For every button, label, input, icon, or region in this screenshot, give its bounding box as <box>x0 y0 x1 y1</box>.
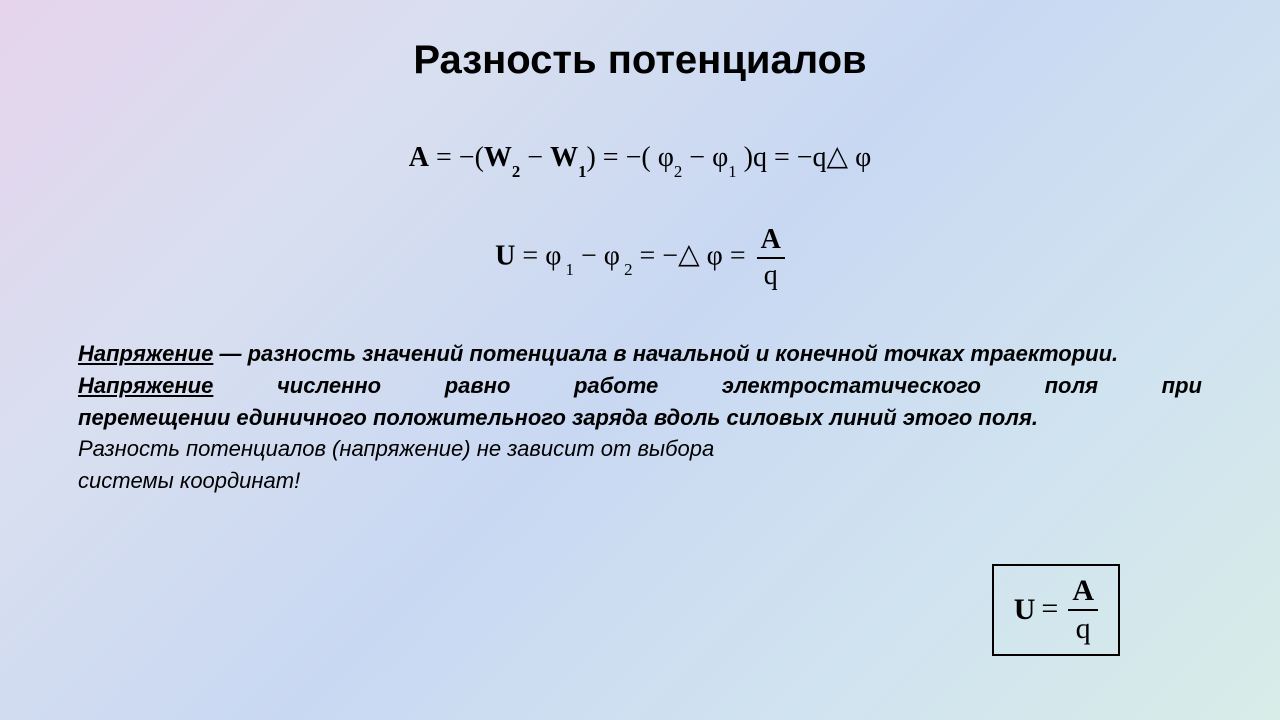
eq-sign: = <box>1041 592 1058 626</box>
f1-part: − <box>520 142 550 173</box>
p3-text1: Разность потенциалов (напряжение) не зав… <box>78 436 714 461</box>
frac-num: A <box>757 226 785 257</box>
f1-part: )q = −q <box>737 142 827 173</box>
delta-icon: △ <box>827 140 849 174</box>
f2-part: φ = <box>700 240 753 271</box>
sub-2: 2 <box>512 162 520 181</box>
page-title: Разность потенциалов <box>0 0 1280 83</box>
formula-voltage: U = φ 1 − φ 2 = −△ φ = A q <box>0 226 1280 290</box>
sym-W1: W <box>550 142 578 173</box>
p3-line2: системы координат! <box>78 465 1202 497</box>
fraction-A-over-q: A q <box>1068 576 1098 644</box>
frac-den: q <box>757 259 785 290</box>
sym-phi2: φ <box>658 142 674 173</box>
sub-2: 2 <box>674 162 682 181</box>
sub-1: 1 <box>578 162 586 181</box>
sub-1: 1 <box>728 162 736 181</box>
sym-U: U <box>1014 593 1036 627</box>
formula-work: A = −(W2 − W1) = −( φ2 − φ1 )q = −q△ φ <box>0 141 1280 178</box>
frac-den: q <box>1068 611 1098 644</box>
p3-line1: Разность потенциалов (напряжение) не зав… <box>78 433 1202 465</box>
sym-U: U <box>495 240 515 271</box>
p1-rest: — разность значений потенциала в начальн… <box>213 341 1118 366</box>
sub-2: 2 <box>620 260 633 279</box>
sym-phi2: φ <box>604 240 620 271</box>
p2-line2: перемещении единичного положительного за… <box>78 402 1202 434</box>
delta-icon: △ <box>678 238 700 272</box>
definition-paragraph: Напряжение — разность значений потенциал… <box>0 290 1280 497</box>
sub-1: 1 <box>561 260 574 279</box>
f2-part: = − <box>633 240 679 271</box>
p3-text2: системы координат! <box>78 468 300 493</box>
sym-A: A <box>409 142 429 173</box>
f2-part: = <box>515 240 545 271</box>
frac-num: A <box>1068 576 1098 609</box>
f1-part: ) = −( <box>586 142 657 173</box>
f2-part: − <box>574 240 604 271</box>
sym-W2: W <box>484 142 512 173</box>
p1: Напряжение — разность значений потенциал… <box>78 338 1202 370</box>
sym-phi1: φ <box>712 142 728 173</box>
p2-line1: Напряжение численно равно работе электро… <box>78 370 1202 402</box>
f1-part: = −( <box>429 142 484 173</box>
p2-rest1: численно равно работе электростатическог… <box>213 373 1202 398</box>
term-voltage-2: Напряжение <box>78 373 213 398</box>
fraction-A-over-q: A q <box>757 226 785 290</box>
sym-phi: φ <box>848 142 871 173</box>
boxed-formula-U: U = A q <box>992 564 1120 656</box>
p2-rest2: перемещении единичного положительного за… <box>78 405 1038 430</box>
term-voltage-1: Напряжение <box>78 341 213 366</box>
f1-part: − <box>682 142 712 173</box>
sym-phi1: φ <box>545 240 561 271</box>
